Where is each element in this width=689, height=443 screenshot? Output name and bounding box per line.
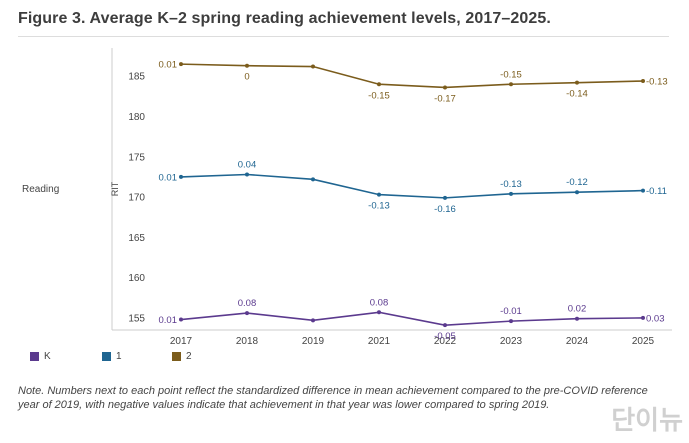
legend-item-k: K (30, 351, 51, 362)
y-tick-label-165: 165 (128, 233, 145, 244)
data-point-1-2019 (311, 177, 315, 182)
x-tick-label-2021: 2021 (368, 336, 391, 347)
legend-swatch-k (30, 352, 39, 361)
data-point-1-2023 (509, 191, 513, 196)
data-point-2-2022 (443, 85, 447, 90)
data-point-2-2019 (311, 64, 315, 69)
row-label-reading: Reading (22, 184, 60, 195)
data-point-K-2018 (245, 311, 249, 316)
x-tick-label-2023: 2023 (500, 336, 523, 347)
data-point-1-2022 (443, 195, 447, 200)
data-label-1-2022: -0.16 (434, 204, 456, 215)
data-label-2-2018: 0 (244, 72, 249, 83)
data-point-1-2017 (179, 174, 183, 179)
data-point-K-2017 (179, 317, 183, 322)
y-axis-title: RIT (110, 181, 120, 196)
data-point-2-2024 (575, 80, 579, 85)
data-label-K-2023: -0.01 (500, 306, 522, 317)
data-label-2-2022: -0.17 (434, 93, 456, 104)
x-tick-label-2017: 2017 (170, 336, 193, 347)
data-label-1-2018: 0.04 (238, 159, 257, 170)
legend-item-2: 2 (172, 351, 192, 362)
data-label-2-2021: -0.15 (368, 90, 390, 101)
data-label-1-2025: -0.11 (646, 186, 667, 197)
data-point-K-2022 (443, 323, 447, 328)
data-point-2-2017 (179, 62, 183, 67)
y-tick-label-155: 155 (128, 313, 145, 324)
data-point-K-2023 (509, 319, 513, 324)
data-label-2-2025: -0.13 (646, 77, 668, 88)
data-label-K-2018: 0.08 (238, 298, 257, 309)
data-label-K-2024: 0.02 (568, 304, 587, 315)
data-point-K-2024 (575, 316, 579, 321)
data-point-1-2021 (377, 192, 381, 197)
legend-swatch-2 (172, 352, 181, 361)
series-line-2 (180, 63, 644, 89)
data-label-1-2017: 0.01 (159, 172, 178, 183)
data-label-K-2025: 0.03 (646, 313, 665, 324)
data-point-2-2025 (641, 79, 645, 84)
series-line-1 (180, 173, 644, 199)
data-point-1-2018 (245, 172, 249, 177)
series-line-K (180, 311, 644, 326)
y-tick-label-175: 175 (128, 152, 145, 163)
legend-label-1: 1 (116, 351, 122, 362)
data-label-2-2017: 0.01 (159, 60, 178, 71)
x-tick-label-2024: 2024 (566, 336, 589, 347)
data-label-K-2021: 0.08 (370, 297, 389, 308)
data-point-2-2023 (509, 82, 513, 87)
x-tick-label-2019: 2019 (302, 336, 325, 347)
x-tick-label-2018: 2018 (236, 336, 259, 347)
data-label-K-2017: 0.01 (159, 315, 178, 326)
data-point-1-2025 (641, 188, 645, 193)
data-label-1-2023: -0.13 (500, 179, 522, 190)
legend-swatch-1 (102, 352, 111, 361)
data-label-1-2024: -0.12 (566, 177, 588, 188)
data-point-K-2021 (377, 310, 381, 315)
legend-label-k: K (44, 351, 51, 362)
data-label-2-2023: -0.15 (500, 69, 522, 80)
data-point-K-2025 (641, 315, 645, 320)
data-label-1-2021: -0.13 (368, 201, 390, 212)
legend-item-1: 1 (102, 351, 122, 362)
legend-label-2: 2 (186, 351, 192, 362)
title-divider (18, 36, 669, 37)
y-tick-label-170: 170 (128, 193, 145, 204)
y-tick-label-185: 185 (128, 72, 145, 83)
data-point-1-2024 (575, 190, 579, 195)
x-tick-label-2022: 2022 (434, 336, 457, 347)
y-tick-label-160: 160 (128, 273, 145, 284)
watermark-logo: 단이뉴 (611, 406, 683, 436)
x-tick-label-2025: 2025 (632, 336, 655, 347)
data-label-2-2024: -0.14 (566, 89, 588, 100)
data-label-K-2022: -0.05 (434, 331, 456, 342)
figure-note: Note. Numbers next to each point reflect… (18, 385, 648, 411)
data-point-K-2019 (311, 318, 315, 323)
page-title: Figure 3. Average K–2 spring reading ach… (18, 10, 551, 27)
y-tick-label-180: 180 (128, 112, 145, 123)
data-point-2-2018 (245, 63, 249, 68)
data-point-2-2021 (377, 82, 381, 87)
